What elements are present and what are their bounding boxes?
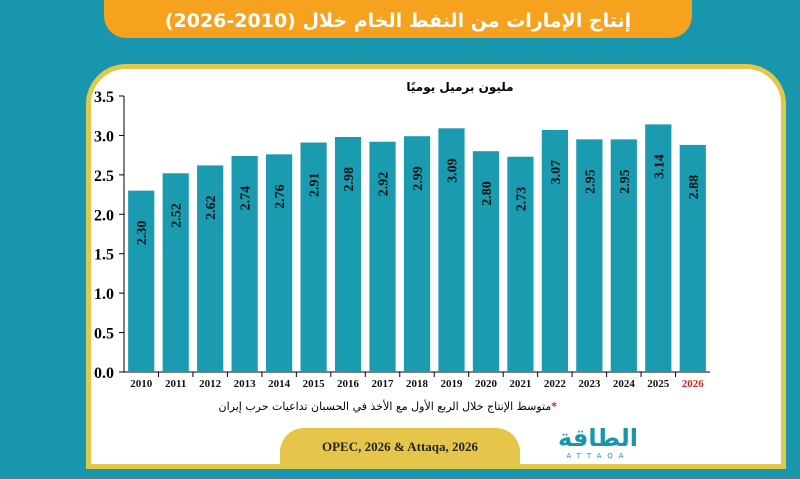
title-banner: إنتاج الإمارات من النفط الخام خلال (2010… (104, 0, 692, 38)
y-tick-label: 2.0 (94, 207, 114, 224)
x-tick-label: 2010 (130, 378, 153, 390)
x-tick-label: 2014 (268, 378, 291, 390)
data-label: 2.95 (583, 169, 598, 194)
data-label: 2.88 (687, 175, 702, 200)
x-tick-label: 2011 (165, 378, 186, 390)
x-tick-label: 2012 (199, 378, 222, 390)
data-label: 2.74 (239, 186, 254, 211)
bar (300, 142, 327, 372)
bar (369, 141, 396, 372)
x-tick-label: 2019 (440, 378, 463, 390)
data-label: 2.98 (342, 167, 357, 192)
y-tick-label: 1.5 (94, 247, 114, 264)
bar (541, 129, 568, 372)
y-axis-unit: مليون برميل يوميًا (406, 80, 514, 94)
x-tick-label: 2025 (647, 378, 670, 390)
data-label: 2.30 (135, 221, 150, 246)
bar (231, 155, 258, 372)
bar (472, 151, 500, 372)
bar (507, 156, 534, 372)
data-label: 2.73 (514, 187, 529, 212)
logo-arabic: الطاقة (558, 424, 638, 452)
y-tick-label: 3.5 (94, 89, 114, 106)
y-tick-label: 0.0 (94, 365, 114, 382)
data-label: 2.91 (308, 173, 323, 198)
bar (162, 173, 189, 372)
attaqa-logo: الطاقة ATTAQA (548, 424, 648, 460)
data-label: 2.80 (480, 181, 495, 206)
y-tick-label: 3.0 (94, 128, 114, 145)
x-tick-label: 2022 (544, 378, 567, 390)
footnote-star: * (551, 400, 557, 413)
bar (197, 165, 224, 372)
x-tick-label: 2015 (303, 378, 326, 390)
bar (610, 139, 637, 372)
chart-title: إنتاج الإمارات من النفط الخام خلال (2010… (164, 10, 632, 32)
x-tick-label: 2021 (509, 378, 531, 390)
bar (645, 124, 672, 372)
data-label: 2.99 (411, 166, 426, 191)
data-label: 3.14 (652, 154, 667, 179)
bar (128, 190, 155, 372)
x-tick-label: 2020 (475, 378, 498, 390)
y-tick-label: 0.5 (94, 326, 114, 343)
x-tick-label: 2013 (234, 378, 257, 390)
data-label: 2.62 (204, 195, 219, 220)
x-tick-label: 2023 (578, 378, 601, 390)
data-label: 2.52 (170, 203, 185, 228)
data-label: 3.07 (549, 160, 564, 185)
bar (438, 128, 465, 372)
logo-english: ATTAQA (566, 452, 630, 460)
x-tick-label: 2024 (613, 378, 636, 390)
x-tick-label: 2016 (337, 378, 360, 390)
data-label: 3.09 (445, 158, 460, 183)
footnote-text: متوسط الإنتاج خلال الربع الأول مع الأخذ … (218, 400, 552, 413)
bar (679, 144, 706, 372)
bar (576, 139, 603, 372)
y-tick-label: 1.0 (94, 286, 114, 303)
bar (334, 137, 362, 372)
x-tick-label: 2026 (682, 378, 705, 390)
y-tick-label: 2.5 (94, 168, 114, 185)
x-tick-label: 2018 (406, 378, 429, 390)
x-tick-label: 2017 (372, 378, 395, 390)
data-label: 2.95 (618, 169, 633, 194)
data-label: 2.76 (273, 184, 288, 209)
data-label: 2.92 (377, 172, 392, 197)
bar (266, 154, 293, 372)
footnote: *متوسط الإنتاج خلال الربع الأول مع الأخذ… (200, 400, 558, 413)
source-label: OPEC, 2026 & Attaqa, 2026 (280, 428, 520, 466)
bar (403, 136, 431, 372)
